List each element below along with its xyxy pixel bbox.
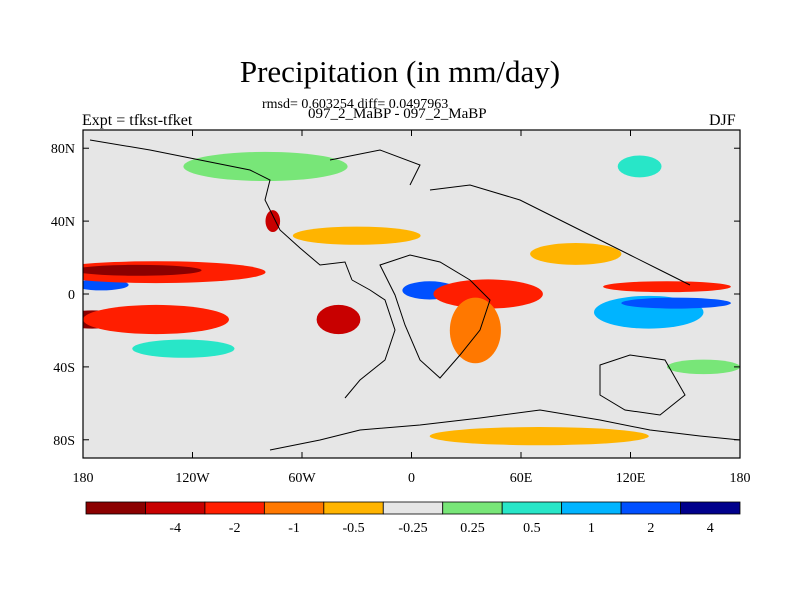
anomaly-region-15 [429, 427, 649, 446]
x-tick-label-4: 60E [510, 471, 533, 486]
anomaly-region-8 [316, 304, 361, 335]
anomaly-region-6 [292, 226, 421, 245]
x-tick-label-5: 120E [616, 471, 646, 486]
y-tick-label-1: 40N [51, 215, 75, 230]
anomaly-region-10 [449, 297, 501, 364]
colorbar: -4 -2 -1 -0.5 -0.25 0.25 0.5 1 2 4 [85, 501, 741, 536]
colorbar-box-2 [204, 501, 265, 515]
x-tick-label-1: 120W [175, 471, 210, 486]
y-tick-label-3: 40S [53, 361, 75, 376]
colorbar-box-9 [620, 501, 681, 515]
x-tick-label-2: 60W [288, 471, 316, 486]
anomaly-region-1 [83, 304, 229, 335]
x-tick-label-0: 180 [73, 471, 94, 486]
coastlines [89, 139, 740, 451]
colorbar-label-5: 0.25 [460, 521, 485, 536]
anomaly-region-18 [183, 151, 348, 182]
colorbar-label-8: 2 [647, 521, 654, 536]
colorbar-label-0: -4 [169, 521, 181, 536]
anomaly-region-11 [530, 242, 622, 265]
colorbar-box-1 [145, 501, 206, 515]
anomaly-region-9 [433, 279, 543, 309]
antarctica-outline [269, 409, 740, 451]
greenland-outline [329, 149, 421, 186]
colorbar-label-3: -0.5 [342, 521, 364, 536]
colorbar-box-5 [382, 501, 444, 515]
south-america-outline [344, 279, 396, 399]
cases-line: 097_2_MaBP - 097_2_MaBP [308, 106, 487, 122]
colorbar-label-7: 1 [588, 521, 595, 536]
x-tick-label-6: 180 [730, 471, 751, 486]
colorbar-label-4: -0.25 [398, 521, 427, 536]
colorbar-label-1: -2 [229, 521, 241, 536]
season-label: DJF [709, 112, 736, 129]
colorbar-box-3 [263, 501, 325, 515]
stats-line: rmsd= 0.603254 diff= 0.0497963 [262, 97, 449, 112]
colorbar-box-10 [680, 501, 741, 515]
anomaly-region-5 [265, 210, 281, 233]
australia-outline [599, 354, 686, 416]
colorbar-box-8 [561, 501, 622, 515]
anomaly-region-16 [617, 155, 662, 178]
north-america-outline [89, 139, 353, 281]
colorbar-box-7 [501, 501, 563, 515]
map-area [83, 130, 740, 458]
colorbar-box-0 [85, 501, 146, 515]
anomaly-region-19 [667, 359, 740, 375]
colorbar-label-6: 0.5 [523, 521, 541, 536]
colorbar-box-4 [323, 501, 384, 515]
colorbar-label-9: 4 [707, 521, 714, 536]
eurasia-outline [429, 184, 691, 286]
x-axis: 180 120W 60W 0 60E 120E 180 [73, 130, 751, 486]
chart-title: Precipitation (in mm/day) [239, 54, 561, 89]
colorbar-box-6 [442, 501, 503, 515]
y-tick-label-0: 80N [51, 142, 75, 157]
africa-outline [379, 254, 491, 379]
y-tick-label-4: 80S [53, 434, 75, 449]
x-tick-label-3: 0 [408, 471, 415, 486]
anomaly-region-4 [83, 264, 202, 276]
colorbar-label-2: -1 [288, 521, 300, 536]
anomaly-region-13 [621, 297, 731, 309]
y-axis: 80N 40N 0 40S 80S [51, 142, 740, 449]
experiment-label: Expt = tfkst-tfket [82, 112, 193, 129]
y-tick-label-2: 0 [68, 288, 75, 303]
anomaly-region-17 [132, 339, 235, 358]
anomaly-region-14 [603, 281, 731, 293]
